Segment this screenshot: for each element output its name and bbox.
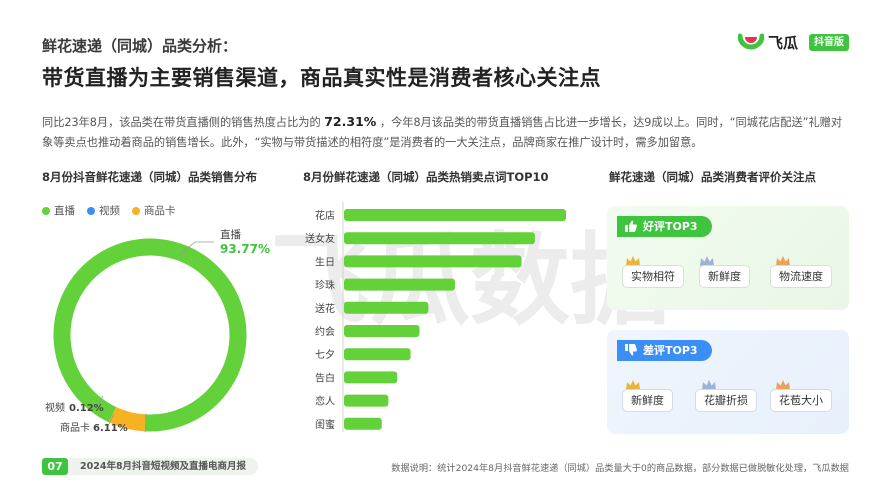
bar-10 bbox=[344, 417, 382, 430]
callout-name-live: 直播 bbox=[220, 228, 241, 241]
legend-item-video: 视频 bbox=[87, 203, 120, 218]
bar-4 bbox=[344, 278, 455, 291]
footer-page-number: 07 bbox=[42, 458, 68, 475]
bar-3 bbox=[344, 255, 522, 268]
bars-section-title: 8月份鲜花速递（同城）品类热销卖点词TOP10 bbox=[303, 170, 549, 184]
donut-slice-card bbox=[108, 406, 146, 432]
thumbs-up-icon bbox=[625, 220, 637, 232]
crown-bronze-icon bbox=[776, 256, 790, 266]
thumbs-down-icon bbox=[625, 344, 637, 356]
intro-part1: 同比23年8月，该品类在带货直播侧的销售热度占比为的 bbox=[42, 116, 321, 129]
brand-logo: 飞瓜 抖音版 bbox=[738, 30, 858, 54]
crown-silver-icon bbox=[702, 380, 716, 390]
callout-value-card: 6.11% bbox=[93, 423, 128, 434]
crown-silver-icon bbox=[700, 256, 714, 266]
legend-dot-video bbox=[87, 206, 95, 215]
crown-gold-icon bbox=[626, 380, 640, 390]
bar-label-7: 七夕 bbox=[315, 349, 335, 361]
intro-part2: ，今年8月该品类的带货直播销售占比进一步增长，达9成以上。同时，“同城花店配送”… bbox=[42, 116, 843, 149]
legend-dot-card bbox=[132, 206, 140, 215]
intro-highlight: 72.31% bbox=[324, 114, 377, 129]
bar-2 bbox=[344, 232, 535, 245]
good-reviews-panel: 好评TOP3 实物相符 新鲜度 物流速度 bbox=[607, 206, 849, 310]
footer-report-name: 2024年8月抖音短视频及直播电商月报 bbox=[68, 458, 259, 475]
callout-line-card bbox=[107, 413, 115, 427]
legend-label-video: 视频 bbox=[99, 205, 120, 217]
callout-line-live bbox=[177, 241, 214, 257]
bar-label-10: 闺蜜 bbox=[315, 418, 335, 431]
bar-1 bbox=[344, 209, 566, 221]
legend-item-card: 商品卡 bbox=[132, 203, 176, 218]
bar-7 bbox=[344, 348, 411, 361]
bad-chip-1: 新鲜度 bbox=[622, 389, 673, 412]
crown-gold-icon bbox=[626, 256, 640, 266]
bar-label-3: 生日 bbox=[315, 255, 335, 268]
bar-6 bbox=[344, 325, 420, 337]
page-title: 带货直播为主要销售渠道，商品真实性是消费者核心关注点 bbox=[42, 66, 601, 90]
callout-value-video: 0.12% bbox=[69, 403, 104, 414]
donut-legend: 直播 视频 商品卡 bbox=[42, 203, 176, 218]
melon-logo-icon bbox=[738, 33, 764, 50]
bar-label-1: 花店 bbox=[315, 209, 335, 222]
good-reviews-tag: 好评TOP3 bbox=[617, 216, 712, 237]
donut-section-title: 8月份抖音鲜花速递（同城）品类销售分布 bbox=[42, 170, 257, 184]
good-chip-2: 新鲜度 bbox=[699, 265, 750, 288]
good-reviews-label: 好评TOP3 bbox=[643, 220, 698, 233]
bar-label-8: 告白 bbox=[315, 371, 335, 384]
legend-dot-live bbox=[42, 206, 50, 215]
logo-badge: 抖音版 bbox=[809, 34, 849, 51]
callout-value-live: 93.77% bbox=[220, 242, 270, 256]
legend-label-card: 商品卡 bbox=[144, 205, 176, 217]
good-chip-1: 实物相符 bbox=[622, 265, 684, 288]
bad-reviews-label: 差评TOP3 bbox=[643, 344, 698, 357]
crown-bronze-icon bbox=[776, 380, 790, 390]
bar-label-5: 送花 bbox=[315, 302, 335, 315]
bar-9 bbox=[344, 394, 389, 407]
bar-label-6: 约会 bbox=[315, 325, 335, 338]
bad-reviews-tag: 差评TOP3 bbox=[617, 340, 712, 361]
good-chip-3: 物流速度 bbox=[770, 265, 832, 288]
bad-chip-2: 花瓣折损 bbox=[695, 389, 757, 412]
bad-chip-3: 花苞大小 bbox=[770, 389, 832, 412]
legend-label-live: 直播 bbox=[54, 205, 75, 217]
bar-label-9: 恋人 bbox=[315, 395, 335, 408]
bar-8 bbox=[344, 371, 398, 384]
callout-name-video: 视频 bbox=[45, 401, 65, 414]
donut-slice-live bbox=[53, 238, 247, 432]
logo-name: 飞瓜 bbox=[768, 34, 799, 52]
bar-label-4: 珍珠 bbox=[315, 279, 335, 292]
bar-label-2: 送女友 bbox=[305, 232, 335, 245]
intro-paragraph: 同比23年8月，该品类在带货直播侧的销售热度占比为的 72.31% ，今年8月该… bbox=[42, 112, 852, 153]
legend-item-live: 直播 bbox=[42, 203, 75, 218]
footer-data-note: 数据说明：统计2024年8月抖音鲜花速递（同城）品类量大于0的商品数据，部分数据… bbox=[391, 463, 849, 474]
bar-5 bbox=[344, 301, 429, 314]
bad-reviews-panel: 差评TOP3 新鲜度 花瓣折损 花苞大小 bbox=[607, 330, 849, 434]
callout-line-video bbox=[95, 395, 104, 409]
page-subtitle: 鲜花速递（同城）品类分析： bbox=[42, 37, 238, 55]
reviews-section-title: 鲜花速递（同城）品类消费者评价关注点 bbox=[609, 170, 816, 184]
callout-name-card: 商品卡 bbox=[60, 421, 90, 434]
